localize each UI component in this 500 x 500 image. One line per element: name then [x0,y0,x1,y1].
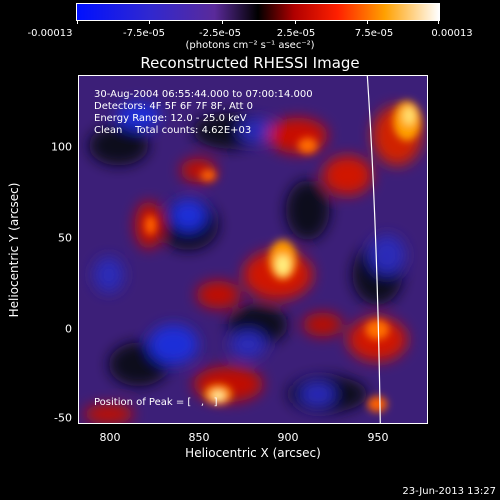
y-tick-label: 100 [51,140,72,154]
colorbar-gradient [77,4,439,20]
render-timestamp: 23-Jun-2013 13:27 [402,486,496,497]
y-tick-label: 50 [58,231,72,245]
y-tick-label: -50 [54,411,72,425]
colorbar-tick-label: 0.00013 [431,28,473,39]
x-tick-label: 950 [367,431,389,444]
annotation-peak-position: Position of Peak = [ , ] [94,397,218,408]
colorbar-tick-label: -0.00013 [27,28,73,39]
solar-image: 30-Aug-2004 06:55:44.000 to 07:00:14.000… [78,75,428,424]
colorbar-tick-mark [149,20,150,24]
x-tick-label: 850 [188,431,210,444]
colorbar-tick-mark [222,20,223,24]
colorbar-tick-label: -7.5e-05 [123,28,165,39]
annotation-clean-counts: Clean Total counts: 4.62E+03 [94,125,252,136]
y-axis-label: Heliocentric Y (arcsec) [7,182,21,318]
annotation-time-range: 30-Aug-2004 06:55:44.000 to 07:00:14.000 [94,89,313,100]
image-title: Reconstructed RHESSI Image [140,54,360,72]
x-tick-label: 800 [99,431,121,444]
colorbar-tick-mark [367,20,368,24]
colorbar-tick-mark [77,20,78,24]
x-axis-label: Heliocentric X (arcsec) [185,446,321,460]
colorbar-tick-label: -2.5e-05 [199,28,241,39]
x-tick-label: 900 [277,431,299,444]
colorbar-tick-mark [295,20,296,24]
y-tick-label: 0 [65,322,72,336]
colorbar [76,3,440,21]
colorbar-tick-mark [438,20,439,24]
colorbar-unit: (photons cm⁻² s⁻¹ asec⁻²) [185,40,315,51]
colorbar-tick-label: 2.5e-05 [276,28,316,39]
annotation-energy-range: Energy Range: 12.0 - 25.0 keV [94,113,247,124]
colorbar-tick-label: 7.5e-05 [354,28,394,39]
reconstructed-image-map [79,76,427,423]
annotation-detectors: Detectors: 4F 5F 6F 7F 8F, Att 0 [94,101,254,112]
